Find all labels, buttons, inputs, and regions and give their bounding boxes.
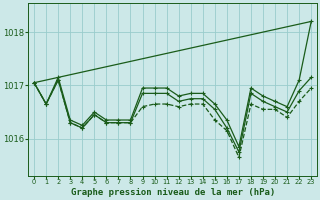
X-axis label: Graphe pression niveau de la mer (hPa): Graphe pression niveau de la mer (hPa) — [70, 188, 275, 197]
